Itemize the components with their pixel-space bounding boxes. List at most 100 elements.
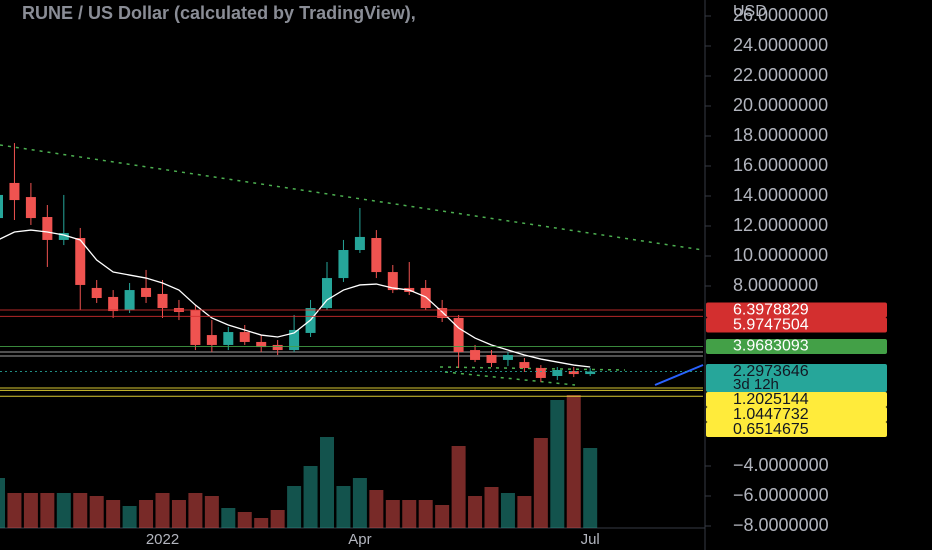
ema-line: [0, 229, 591, 368]
volume-bar: [402, 500, 417, 528]
volume-bar: [336, 486, 351, 528]
volume-bar: [484, 487, 499, 528]
candle-body: [502, 355, 513, 360]
price-badge-label: 1.0447732: [733, 406, 809, 423]
x-tick-label: Jul: [581, 531, 600, 548]
price-badge-label: 1.2025144: [733, 391, 809, 408]
volume-bar: [517, 496, 532, 528]
x-tick-label: Apr: [348, 531, 371, 548]
volume-bar: [550, 400, 565, 528]
volume-bar: [56, 493, 71, 528]
candle-body: [371, 238, 382, 273]
candle-body: [75, 238, 86, 285]
candle-body: [387, 272, 398, 291]
candle-body: [0, 194, 3, 219]
candle-body: [42, 217, 53, 240]
volume-bar: [468, 496, 483, 528]
volume-bar: [418, 500, 433, 528]
y-tick-label: 14.0000000: [733, 185, 828, 205]
volume-bar: [352, 478, 367, 528]
price-badge: [706, 302, 887, 318]
candle-body: [338, 250, 349, 279]
volume-bar: [270, 510, 285, 528]
candle-body: [272, 344, 283, 351]
price-badge: [706, 338, 887, 354]
candle-body: [519, 362, 530, 369]
price-badge-label: 2.2973646: [733, 363, 809, 380]
price-badge: [706, 317, 887, 333]
volume-bar: [204, 496, 219, 528]
y-tick-label: 12.0000000: [733, 215, 828, 235]
y-tick-label: −8.0000000: [733, 515, 829, 535]
candle-body: [420, 287, 431, 309]
volume-bar: [320, 437, 334, 528]
countdown-label: 3d 12h: [733, 376, 779, 393]
price-badge-label: 0.6514675: [733, 421, 809, 438]
volume-bar: [254, 518, 269, 528]
candle-body: [535, 368, 546, 378]
price-badge-label: 5.9747504: [733, 316, 809, 333]
candle-body: [91, 287, 102, 299]
candle-body: [354, 236, 365, 251]
candle-body: [256, 341, 267, 348]
volume-bar: [155, 493, 170, 528]
volume-bar: [451, 446, 466, 528]
y-tick-label: 22.0000000: [733, 65, 828, 85]
chart-title: RUNE / US Dollar (calculated by TradingV…: [22, 3, 416, 23]
candle-body: [486, 355, 497, 363]
volume-bar: [171, 500, 186, 528]
y-tick-label: 26.0000000: [733, 5, 828, 25]
volume-bar: [287, 486, 302, 528]
candle-body: [453, 317, 464, 353]
drawings: [0, 144, 704, 386]
volume-bar: [73, 493, 88, 528]
trend-line: [0, 144, 704, 251]
y-tick-label: 16.0000000: [733, 155, 828, 175]
volume-bar: [7, 493, 22, 528]
y-tick-label: 18.0000000: [733, 125, 828, 145]
volume-bar: [0, 478, 5, 528]
y-tick-label: −4.0000000: [733, 455, 829, 475]
candle-body: [25, 197, 36, 219]
candle-body: [141, 287, 152, 297]
volume-bar: [106, 500, 121, 528]
volume-bar: [303, 466, 318, 528]
candle-body: [585, 371, 596, 375]
volume-bar: [139, 500, 154, 528]
currency-label: USD: [733, 3, 767, 20]
volume-bar: [122, 506, 137, 528]
volume-bar: [221, 508, 236, 528]
volume-bar: [500, 493, 515, 528]
candle-body: [157, 293, 168, 309]
volume-bar: [385, 500, 400, 528]
volume-bar: [89, 496, 104, 528]
volume-bar: [237, 512, 252, 528]
ray-line: [654, 364, 704, 386]
candle-body: [568, 371, 579, 375]
candle-body: [223, 332, 234, 345]
y-tick-label: 20.0000000: [733, 95, 828, 115]
price-badge-label: 3.9683093: [733, 338, 809, 355]
x-tick-label: 2022: [146, 531, 179, 548]
candle-body: [190, 310, 201, 345]
volume-bar: [188, 493, 203, 528]
trend-line: [444, 371, 576, 386]
volume-bar: [40, 493, 55, 528]
candle-body: [108, 296, 119, 312]
candle-body: [437, 308, 448, 318]
volume-bar: [435, 505, 450, 528]
price-badge: [706, 407, 887, 423]
y-tick-label: 8.0000000: [733, 275, 818, 295]
volume-bar: [533, 438, 548, 528]
candle-body: [289, 329, 300, 351]
candle-body: [9, 182, 20, 201]
price-badge: [706, 364, 887, 393]
candle-body: [552, 370, 563, 377]
price-badge: [706, 392, 887, 408]
volume-bar: [23, 493, 38, 528]
candle-body: [470, 350, 481, 360]
y-tick-label: 10.0000000: [733, 245, 828, 265]
